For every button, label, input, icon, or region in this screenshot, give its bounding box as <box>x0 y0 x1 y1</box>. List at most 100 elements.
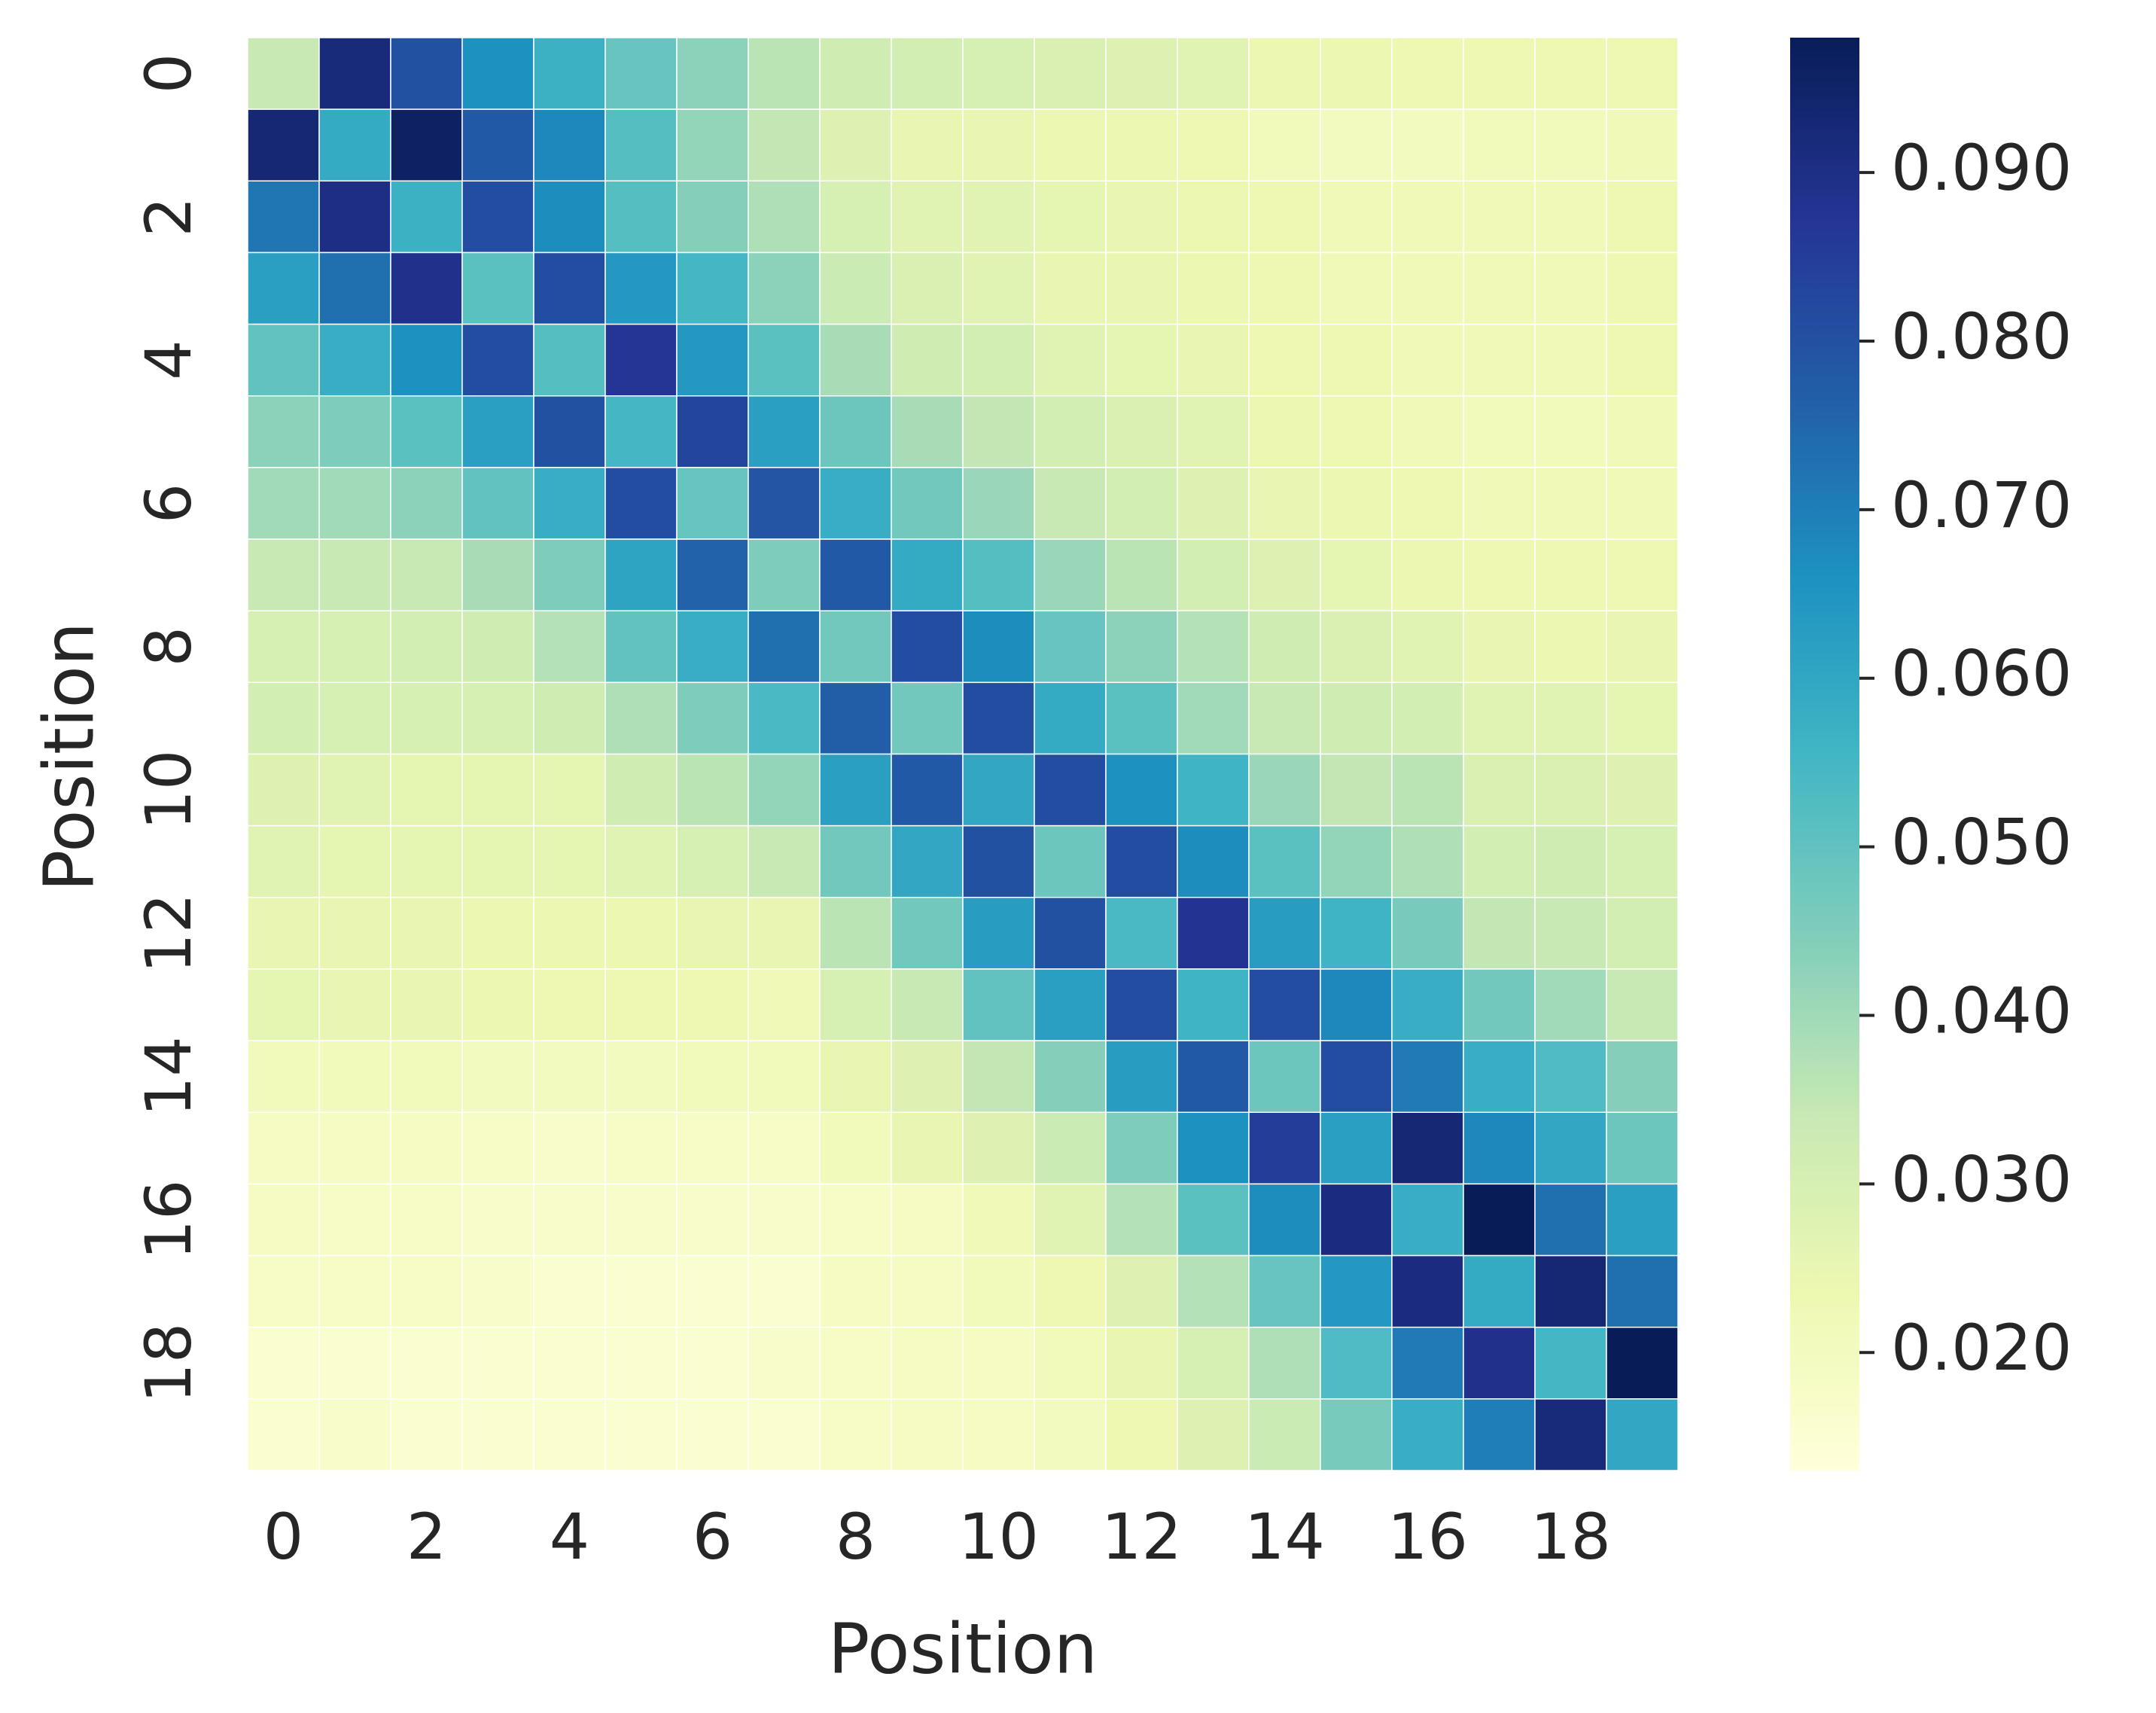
heatmap-cell-r17-c19 <box>1606 1254 1679 1328</box>
heatmap-cell-r18-c5 <box>604 1326 678 1400</box>
heatmap-cell-r7-c17 <box>1463 538 1536 611</box>
heatmap-cell-r15-c7 <box>748 1111 821 1185</box>
heatmap-cell-r19-c12 <box>1105 1398 1178 1471</box>
x-tick-label: 14 <box>1244 1500 1325 1574</box>
heatmap-cell-r7-c2 <box>390 538 463 611</box>
heatmap-cell-r0-c0 <box>247 37 320 110</box>
heatmap-cell-r15-c2 <box>390 1111 463 1185</box>
heatmap-cell-r16-c5 <box>604 1183 678 1257</box>
heatmap-cell-r13-c14 <box>1248 968 1321 1041</box>
heatmap-cell-r13-c16 <box>1391 968 1464 1041</box>
heatmap-cell-r19-c17 <box>1463 1398 1536 1471</box>
heatmap-cell-r19-c11 <box>1034 1398 1107 1471</box>
x-tick-label: 6 <box>693 1500 732 1574</box>
x-tick-label: 18 <box>1530 1500 1611 1574</box>
heatmap-cell-r11-c4 <box>533 824 606 898</box>
heatmap-cell-r6-c7 <box>748 467 821 540</box>
heatmap-cell-r12-c12 <box>1105 897 1178 970</box>
heatmap-cell-r13-c7 <box>748 968 821 1041</box>
heatmap-cell-r12-c5 <box>604 897 678 970</box>
heatmap-cell-r16-c10 <box>962 1183 1035 1257</box>
heatmap-cell-r15-c10 <box>962 1111 1035 1185</box>
colorbar-tick-label: 0.050 <box>1891 806 2072 879</box>
heatmap-cell-r3-c18 <box>1534 251 1607 325</box>
heatmap-cell-r7-c9 <box>891 538 964 611</box>
heatmap-cell-r18-c7 <box>748 1326 821 1400</box>
heatmap-cell-r12-c14 <box>1248 897 1321 970</box>
heatmap-cell-r19-c9 <box>891 1398 964 1471</box>
heatmap-cell-r11-c15 <box>1320 824 1393 898</box>
heatmap-cell-r10-c13 <box>1177 753 1250 827</box>
heatmap-cell-r3-c2 <box>390 251 463 325</box>
heatmap-cell-r3-c5 <box>604 251 678 325</box>
heatmap-cell-r10-c9 <box>891 753 964 827</box>
heatmap-cell-r17-c11 <box>1034 1254 1107 1328</box>
heatmap-cell-r10-c17 <box>1463 753 1536 827</box>
heatmap-cell-r15-c4 <box>533 1111 606 1185</box>
heatmap-cell-r3-c0 <box>247 251 320 325</box>
heatmap-cell-r15-c14 <box>1248 1111 1321 1185</box>
heatmap-cell-r18-c16 <box>1391 1326 1464 1400</box>
heatmap-cell-r11-c12 <box>1105 824 1178 898</box>
heatmap-cell-r14-c2 <box>390 1040 463 1113</box>
heatmap-cell-r2-c4 <box>533 180 606 254</box>
heatmap-cell-r5-c13 <box>1177 395 1250 468</box>
heatmap-cell-r17-c0 <box>247 1254 320 1328</box>
heatmap-cell-r12-c11 <box>1034 897 1107 970</box>
heatmap-cell-r6-c14 <box>1248 467 1321 540</box>
heatmap-cell-r1-c12 <box>1105 108 1178 182</box>
heatmap-cell-r18-c17 <box>1463 1326 1536 1400</box>
heatmap-cell-r10-c7 <box>748 753 821 827</box>
heatmap-cell-r4-c11 <box>1034 323 1107 397</box>
heatmap-cell-r17-c8 <box>819 1254 892 1328</box>
heatmap-cell-r6-c6 <box>676 467 749 540</box>
heatmap-cell-r19-c3 <box>461 1398 534 1471</box>
heatmap-cell-r18-c19 <box>1606 1326 1679 1400</box>
heatmap-cell-r14-c13 <box>1177 1040 1250 1113</box>
heatmap-cell-r13-c2 <box>390 968 463 1041</box>
colorbar-tick-label: 0.020 <box>1891 1311 2072 1385</box>
heatmap-cell-r0-c4 <box>533 37 606 110</box>
heatmap-cell-r10-c15 <box>1320 753 1393 827</box>
heatmap-cell-r6-c2 <box>390 467 463 540</box>
heatmap-cell-r5-c19 <box>1606 395 1679 468</box>
heatmap-cell-r4-c6 <box>676 323 749 397</box>
heatmap-cell-r14-c12 <box>1105 1040 1178 1113</box>
heatmap-cell-r2-c0 <box>247 180 320 254</box>
heatmap-cell-r1-c4 <box>533 108 606 182</box>
heatmap-cell-r12-c15 <box>1320 897 1393 970</box>
heatmap-cell-r5-c11 <box>1034 395 1107 468</box>
heatmap-cell-r13-c12 <box>1105 968 1178 1041</box>
heatmap-cell-r10-c2 <box>390 753 463 827</box>
heatmap-cell-r5-c6 <box>676 395 749 468</box>
heatmap-cell-r7-c0 <box>247 538 320 611</box>
heatmap-cell-r8-c13 <box>1177 610 1250 684</box>
heatmap-cell-r1-c16 <box>1391 108 1464 182</box>
heatmap-cell-r16-c19 <box>1606 1183 1679 1257</box>
heatmap-cell-r0-c6 <box>676 37 749 110</box>
heatmap-cell-r3-c19 <box>1606 251 1679 325</box>
heatmap-cell-r3-c6 <box>676 251 749 325</box>
heatmap-cell-r11-c17 <box>1463 824 1536 898</box>
heatmap-cell-r4-c7 <box>748 323 821 397</box>
heatmap-cell-r18-c4 <box>533 1326 606 1400</box>
heatmap-cell-r4-c18 <box>1534 323 1607 397</box>
heatmap-cell-r16-c15 <box>1320 1183 1393 1257</box>
heatmap-cell-r2-c3 <box>461 180 534 254</box>
heatmap-cell-r12-c4 <box>533 897 606 970</box>
heatmap-cell-r0-c2 <box>390 37 463 110</box>
heatmap-cell-r17-c13 <box>1177 1254 1250 1328</box>
heatmap-cell-r11-c11 <box>1034 824 1107 898</box>
heatmap-cell-r2-c8 <box>819 180 892 254</box>
heatmap-cell-r2-c7 <box>748 180 821 254</box>
heatmap-cell-r5-c3 <box>461 395 534 468</box>
heatmap-cell-r10-c1 <box>318 753 391 827</box>
heatmap-cell-r5-c5 <box>604 395 678 468</box>
heatmap-cell-r0-c18 <box>1534 37 1607 110</box>
heatmap-cell-r0-c1 <box>318 37 391 110</box>
heatmap-cell-r6-c9 <box>891 467 964 540</box>
colorbar <box>1790 38 1859 1471</box>
heatmap-cell-r17-c12 <box>1105 1254 1178 1328</box>
heatmap-cell-r1-c19 <box>1606 108 1679 182</box>
x-axis-ticks: 0 2 4 6 8 10 12 14 16 18 <box>263 1500 1611 1574</box>
